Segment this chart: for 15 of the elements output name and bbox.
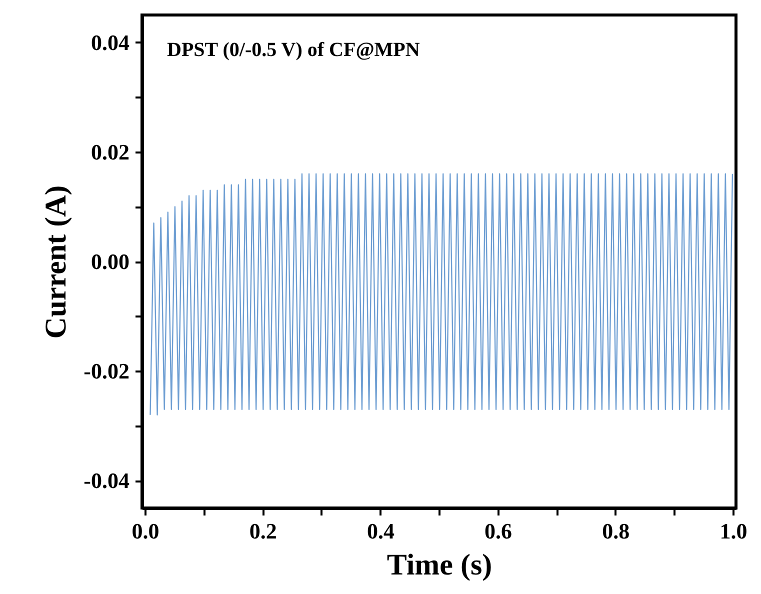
x-tick-label: 1.0 bbox=[720, 518, 748, 544]
x-tick-label: 0.2 bbox=[249, 518, 277, 544]
x-tick-label: 0.6 bbox=[484, 518, 512, 544]
line-series bbox=[150, 173, 734, 416]
y-tick-label: -0.02 bbox=[84, 358, 130, 384]
y-tick-label: 0.02 bbox=[91, 139, 130, 164]
x-tick-label: 0.0 bbox=[132, 518, 160, 544]
x-tick-label: 0.4 bbox=[366, 518, 394, 544]
y-tick-label: 0.04 bbox=[91, 30, 130, 55]
y-tick-label: -0.04 bbox=[84, 468, 130, 494]
annotation: DPST (0/-0.5 V) of CF@MPN bbox=[167, 39, 420, 61]
y-tick-label: 0.00 bbox=[91, 249, 130, 274]
x-axis-title: Time (s) bbox=[386, 548, 492, 582]
x-tick-label: 0.8 bbox=[602, 518, 630, 544]
y-axis-title: Current (A) bbox=[40, 185, 73, 339]
